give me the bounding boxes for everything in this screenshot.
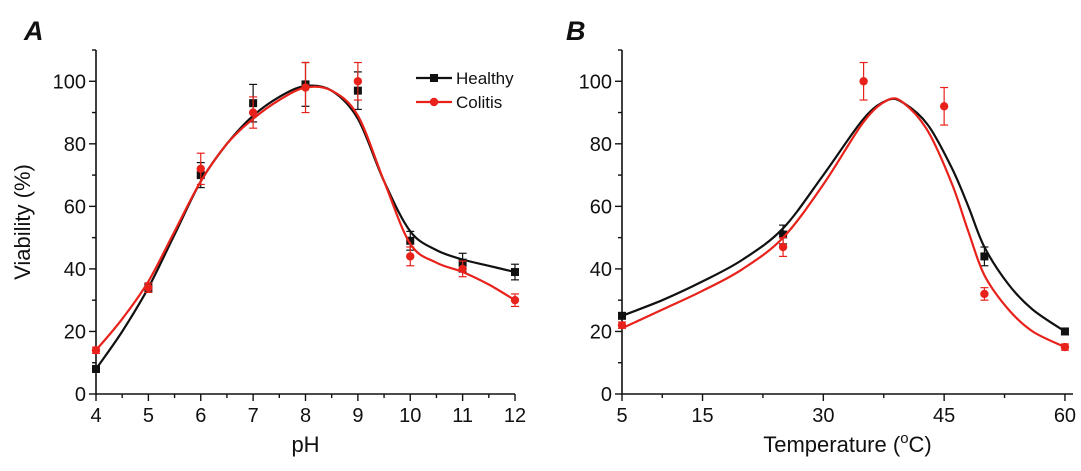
data-point-colitis: [617, 321, 627, 330]
data-point-colitis: [510, 295, 520, 305]
data-point-colitis: [778, 242, 788, 252]
y-tick-label: 60: [590, 196, 612, 218]
x-tick-label: 15: [691, 405, 713, 427]
data-point-colitis: [859, 77, 868, 86]
fit-curve-colitis: [95, 85, 516, 351]
legend-marker-healthy: [430, 74, 438, 82]
x-tick-label: 5: [143, 405, 154, 427]
y-tick-label: 60: [64, 196, 86, 218]
data-point-healthy: [1060, 327, 1069, 336]
x-tick-label: 8: [300, 405, 311, 427]
fit-curve-healthy: [95, 84, 516, 370]
y-tick-label: 40: [590, 259, 612, 281]
panel-letter-a: A: [23, 16, 44, 46]
data-point-colitis: [353, 77, 363, 86]
data-point-colitis: [196, 164, 205, 174]
data-point-healthy: [618, 311, 626, 320]
legend-label-healthy: Healthy: [456, 69, 514, 88]
data-point-healthy: [779, 230, 788, 239]
x-tick-label: 12: [504, 405, 526, 427]
y-tick-label: 80: [590, 134, 612, 156]
y-tick-label: 100: [579, 71, 612, 93]
x-tick-label: 60: [1054, 405, 1076, 427]
data-point-healthy: [511, 268, 519, 277]
data-point-colitis: [1060, 342, 1070, 352]
x-tick-label: 6: [195, 405, 206, 427]
legend-marker-colitis: [429, 97, 439, 107]
x-tick-label: 7: [248, 405, 259, 427]
data-point-healthy: [92, 364, 100, 373]
x-tick-label: 10: [399, 405, 421, 427]
panel-a: A 0 20 40 60 80 100 4 5 6 7 8 9 10 11 12 pH Viability (%…: [10, 16, 526, 457]
y-tick-label: 0: [601, 384, 612, 406]
data-point-colitis: [301, 83, 310, 92]
data-point-healthy: [980, 252, 989, 261]
data-point-colitis: [458, 264, 467, 274]
x-tick-label: 9: [352, 405, 363, 427]
data-point-colitis: [406, 252, 415, 261]
y-tick-label: 100: [53, 71, 86, 93]
panel-letter-b: B: [566, 16, 586, 46]
legend-label-colitis: Colitis: [456, 93, 502, 112]
data-point-colitis: [144, 283, 153, 292]
x-tick-label: 5: [616, 405, 627, 427]
y-tick-label: 20: [590, 321, 612, 343]
x-tick-label: 4: [90, 405, 101, 427]
x-tick-label: 30: [812, 405, 834, 427]
y-axis-label: Viability (%): [10, 164, 35, 280]
x-axis-label: Temperature (oC): [763, 430, 932, 457]
panel-b: B 0 20 40 60 80 100 5 15 30 45 60 Temperature (oC): [566, 16, 1076, 457]
data-point-colitis: [91, 346, 101, 355]
x-tick-label: 45: [933, 405, 955, 427]
data-point-colitis: [939, 102, 949, 111]
x-tick-label: 11: [452, 405, 473, 427]
fit-curve-colitis: [621, 97, 1066, 349]
data-point-colitis: [980, 289, 989, 299]
y-tick-label: 80: [64, 134, 86, 156]
y-tick-label: 40: [64, 259, 86, 281]
data-point-healthy: [406, 236, 415, 245]
y-tick-label: 20: [64, 321, 86, 343]
x-axis-label: pH: [291, 432, 319, 457]
data-point-colitis: [248, 108, 258, 117]
y-tick-label: 0: [75, 384, 86, 406]
